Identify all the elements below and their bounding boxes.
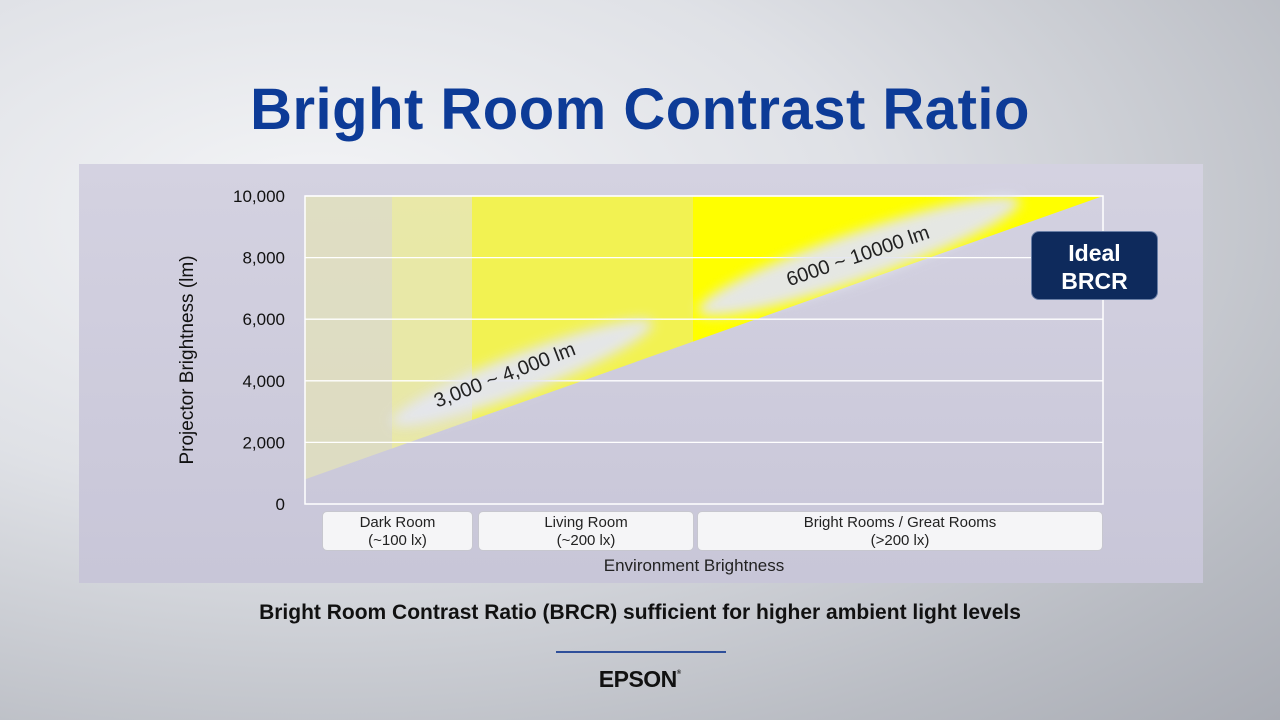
y-axis-label: Projector Brightness (lm) [177,255,198,464]
y-tick-label: 0 [276,495,285,514]
category-sub: (~100 lx) [368,532,427,549]
brightness-band-1 [305,196,392,480]
epson-logo: EPSON® [0,666,1280,693]
plot-frame [304,195,1104,505]
brand-name: EPSON [598,666,678,692]
y-tick-label: 4,000 [242,372,285,391]
category-living-room: Living Room (~200 lx) [478,511,694,551]
category-sub: (>200 lx) [870,532,930,549]
page-title: Bright Room Contrast Ratio [250,77,1030,142]
x-axis-label: Environment Brightness [79,556,1280,576]
brightness-band-4 [693,196,1103,342]
badge-line-2: BRCR [1061,268,1128,294]
x-axis-label-text: Environment Brightness [603,556,785,575]
category-sub: (~200 lx) [556,532,616,549]
category-dark-room: Dark Room (~100 lx) [322,511,473,551]
y-tick-label: 2,000 [242,433,285,452]
ideal-brcr-badge: Ideal BRCR [1031,231,1158,300]
caption: Bright Room Contrast Ratio (BRCR) suffic… [259,601,1021,624]
y-tick-label: 10,000 [233,187,285,206]
badge-line-1: Ideal [1068,240,1121,266]
y-tick-label: 8,000 [242,249,285,268]
range-glow-2 [698,196,1020,316]
divider [556,651,726,653]
range-glow-1 [391,319,653,427]
y-tick-label: 6,000 [242,310,285,329]
category-name: Dark Room [359,514,436,531]
brand-mark: ® [676,670,682,676]
category-name: Bright Rooms / Great Rooms [803,514,997,531]
category-bright-rooms: Bright Rooms / Great Rooms (>200 lx) [697,511,1103,551]
category-name: Living Room [544,514,628,531]
